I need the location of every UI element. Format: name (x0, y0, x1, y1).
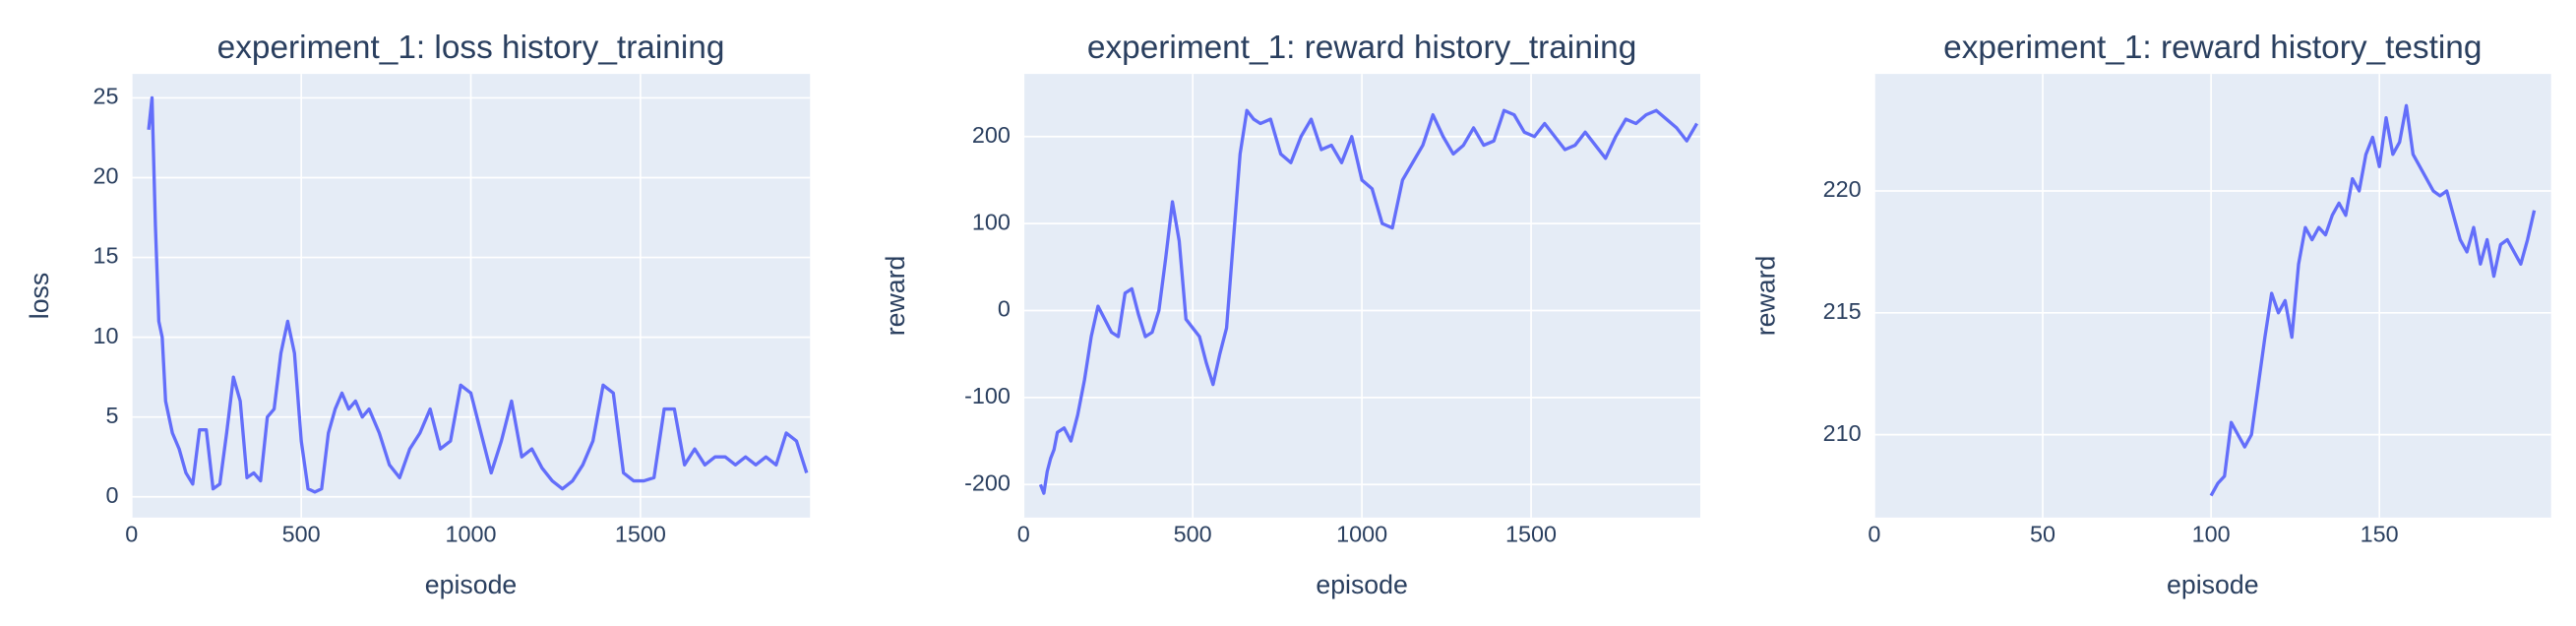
y-tick-label: -200 (964, 470, 1011, 495)
y-tick-label: 25 (92, 84, 118, 109)
y-tick-label: 210 (1823, 420, 1862, 446)
x-axis-title: episode (2167, 570, 2259, 599)
y-axis-title: loss (25, 273, 54, 319)
data-line (2209, 103, 2537, 497)
x-tick-label: 0 (1868, 521, 1880, 546)
y-tick-label: 5 (105, 403, 118, 428)
x-tick-label: 1500 (615, 521, 666, 546)
data-line (1038, 108, 1698, 495)
y-tick-label: 100 (972, 209, 1011, 234)
x-tick-label: 1000 (446, 521, 497, 546)
x-tick-label: 0 (125, 521, 138, 546)
y-tick-label: 0 (105, 482, 118, 508)
y-axis-title: reward (881, 256, 910, 337)
y-tick-label: 220 (1823, 176, 1862, 202)
chart-title: experiment_1: reward history_training (1087, 30, 1636, 66)
x-tick-label: 1500 (1505, 521, 1557, 546)
y-tick-label: 15 (92, 243, 118, 269)
y-tick-label: 10 (92, 323, 118, 348)
y-tick-label: 0 (998, 296, 1011, 322)
x-tick-label: 500 (1174, 521, 1212, 546)
chart-title: experiment_1: loss history_training (217, 30, 725, 66)
x-tick-label: 100 (2192, 521, 2231, 546)
plot-background (1873, 74, 2551, 518)
x-axis-title: episode (1316, 570, 1408, 599)
y-tick-label: 200 (972, 122, 1011, 148)
y-tick-label: 215 (1823, 298, 1862, 324)
x-tick-label: 0 (1017, 521, 1030, 546)
x-tick-label: 50 (2030, 521, 2055, 546)
y-tick-label: 20 (92, 163, 118, 189)
data-line (147, 95, 809, 494)
x-tick-label: 1000 (1336, 521, 1387, 546)
y-axis-title: reward (1750, 256, 1780, 337)
x-axis-title: episode (425, 570, 517, 599)
y-tick-label: -100 (964, 383, 1011, 408)
chart-title: experiment_1: reward history_testing (1943, 30, 2482, 66)
x-tick-label: 150 (2361, 521, 2399, 546)
x-tick-label: 500 (282, 521, 321, 546)
